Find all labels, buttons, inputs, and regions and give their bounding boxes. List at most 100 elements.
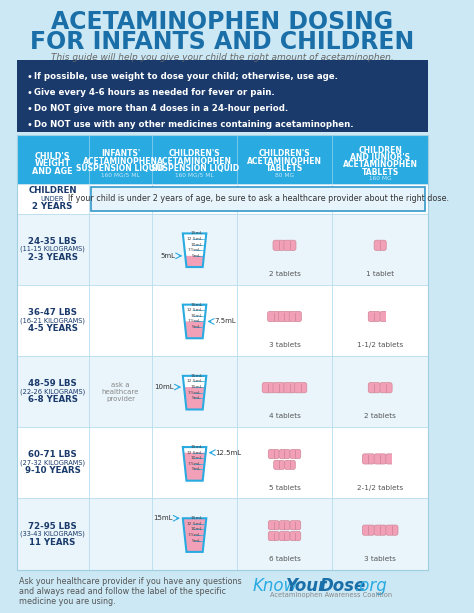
Text: Give every 4-6 hours as needed for fever or pain.: Give every 4-6 hours as needed for fever… — [34, 88, 274, 97]
FancyBboxPatch shape — [284, 383, 296, 393]
Text: 5mL: 5mL — [192, 396, 201, 400]
Text: 2-1/2 tablets: 2-1/2 tablets — [357, 485, 403, 490]
Polygon shape — [183, 305, 206, 338]
Bar — [17, 60, 428, 132]
Text: Do NOT use with any other medicines containing acetaminophen.: Do NOT use with any other medicines cont… — [34, 120, 353, 129]
Text: 2 tablets: 2 tablets — [364, 413, 396, 419]
FancyBboxPatch shape — [374, 525, 386, 535]
FancyBboxPatch shape — [374, 454, 386, 464]
Bar — [380, 447, 392, 471]
FancyBboxPatch shape — [368, 311, 380, 322]
Text: 10mL: 10mL — [190, 527, 202, 531]
FancyBboxPatch shape — [386, 454, 398, 464]
Text: (33-43 KILOGRAMS): (33-43 KILOGRAMS) — [20, 531, 85, 538]
Text: 5mL: 5mL — [160, 253, 175, 259]
Text: 15mL: 15mL — [191, 303, 203, 306]
Text: 3 tablets: 3 tablets — [269, 342, 301, 348]
Text: 4-5 YEARS: 4-5 YEARS — [27, 324, 78, 333]
Polygon shape — [183, 234, 206, 267]
FancyBboxPatch shape — [268, 520, 279, 530]
FancyBboxPatch shape — [262, 383, 274, 393]
Text: TABLETS: TABLETS — [266, 164, 303, 173]
Text: Know: Know — [252, 577, 297, 595]
Text: (22-26 KILOGRAMS): (22-26 KILOGRAMS) — [20, 389, 85, 395]
FancyBboxPatch shape — [279, 531, 290, 541]
Text: FOR INFANTS AND CHILDREN: FOR INFANTS AND CHILDREN — [30, 29, 414, 54]
Text: ask a
healthcare
provider: ask a healthcare provider — [102, 382, 139, 402]
Text: 7.5mL: 7.5mL — [188, 248, 201, 252]
FancyBboxPatch shape — [363, 525, 374, 535]
Text: 160 MG: 160 MG — [369, 177, 392, 181]
FancyBboxPatch shape — [386, 525, 398, 535]
Text: 160 MG/5 ML: 160 MG/5 ML — [101, 173, 140, 178]
Text: 7.5mL: 7.5mL — [188, 390, 201, 395]
FancyBboxPatch shape — [380, 311, 392, 322]
Text: 2 tablets: 2 tablets — [269, 271, 301, 277]
Text: 2-3 YEARS: 2-3 YEARS — [27, 253, 78, 262]
FancyBboxPatch shape — [279, 449, 290, 459]
FancyBboxPatch shape — [273, 383, 285, 393]
Text: TABLETS: TABLETS — [362, 168, 399, 177]
Bar — [17, 134, 428, 184]
Text: 6-8 YEARS: 6-8 YEARS — [27, 395, 78, 404]
Polygon shape — [183, 376, 206, 409]
Text: 1-1/2 tablets: 1-1/2 tablets — [357, 342, 403, 348]
Bar — [17, 214, 428, 285]
Text: 12.5mL: 12.5mL — [216, 450, 242, 455]
Text: AND JUNIOR'S: AND JUNIOR'S — [350, 153, 410, 162]
Text: 11 YEARS: 11 YEARS — [29, 538, 76, 547]
Text: 5mL: 5mL — [192, 325, 201, 329]
Bar — [17, 427, 428, 498]
Text: 24-35 LBS: 24-35 LBS — [28, 237, 77, 246]
Text: AND AGE: AND AGE — [32, 167, 73, 176]
Polygon shape — [185, 321, 204, 338]
Text: ACETAMINOPHEN: ACETAMINOPHEN — [83, 157, 158, 166]
Text: WEIGHT: WEIGHT — [35, 159, 71, 168]
Text: CHILDREN: CHILDREN — [358, 146, 402, 154]
Text: Acetaminophen Awareness Coalition: Acetaminophen Awareness Coalition — [270, 592, 392, 598]
Text: 2 YEARS: 2 YEARS — [32, 202, 73, 211]
Text: 12.5mL: 12.5mL — [186, 522, 202, 526]
Text: ACETAMINOPHEN DOSING: ACETAMINOPHEN DOSING — [51, 10, 393, 34]
Text: •: • — [27, 120, 32, 130]
Text: 15mL: 15mL — [191, 516, 203, 520]
Text: 5 tablets: 5 tablets — [269, 485, 301, 490]
Text: UNDER: UNDER — [41, 196, 64, 202]
FancyBboxPatch shape — [268, 531, 279, 541]
Text: Dose: Dose — [320, 577, 366, 595]
Text: (16-21 KILOGRAMS): (16-21 KILOGRAMS) — [20, 317, 85, 324]
FancyBboxPatch shape — [284, 460, 295, 470]
Text: Ask your healthcare provider if you have any questions
and always read and follo: Ask your healthcare provider if you have… — [19, 577, 242, 606]
Text: CHILDREN: CHILDREN — [28, 186, 77, 196]
FancyBboxPatch shape — [273, 460, 284, 470]
Bar — [17, 184, 428, 214]
FancyBboxPatch shape — [374, 240, 386, 250]
Text: 72-95 LBS: 72-95 LBS — [28, 522, 77, 531]
Text: 12.5mL: 12.5mL — [186, 237, 202, 241]
Text: ACETAMINOPHEN: ACETAMINOPHEN — [247, 157, 322, 166]
Text: 15mL: 15mL — [191, 232, 203, 235]
FancyBboxPatch shape — [284, 240, 296, 250]
Text: 5mL: 5mL — [192, 254, 201, 258]
Text: 1 tablet: 1 tablet — [366, 271, 394, 277]
Polygon shape — [184, 387, 205, 409]
Text: INFANTS': INFANTS' — [101, 150, 140, 158]
Text: If possible, use weight to dose your child; otherwise, use age.: If possible, use weight to dose your chi… — [34, 72, 337, 81]
Text: SUSPENSION LIQUID: SUSPENSION LIQUID — [76, 164, 164, 173]
FancyBboxPatch shape — [368, 383, 380, 393]
Text: 7.5mL: 7.5mL — [188, 533, 201, 537]
Text: 10mL: 10mL — [190, 456, 202, 460]
FancyBboxPatch shape — [290, 520, 301, 530]
Polygon shape — [183, 452, 206, 481]
Text: This guide will help you give your child the right amount of acetaminophen.: This guide will help you give your child… — [51, 53, 394, 63]
FancyBboxPatch shape — [380, 383, 392, 393]
Text: 10mL: 10mL — [190, 243, 202, 246]
Text: CHILDREN'S: CHILDREN'S — [259, 150, 310, 158]
Text: 48-59 LBS: 48-59 LBS — [28, 379, 77, 388]
Text: 7.5mL: 7.5mL — [214, 318, 236, 324]
Text: 15mL: 15mL — [191, 445, 203, 449]
FancyBboxPatch shape — [91, 187, 426, 211]
Text: ACETAMINOPHEN: ACETAMINOPHEN — [343, 161, 418, 169]
Text: •: • — [27, 72, 32, 82]
Text: 10mL: 10mL — [155, 384, 174, 390]
